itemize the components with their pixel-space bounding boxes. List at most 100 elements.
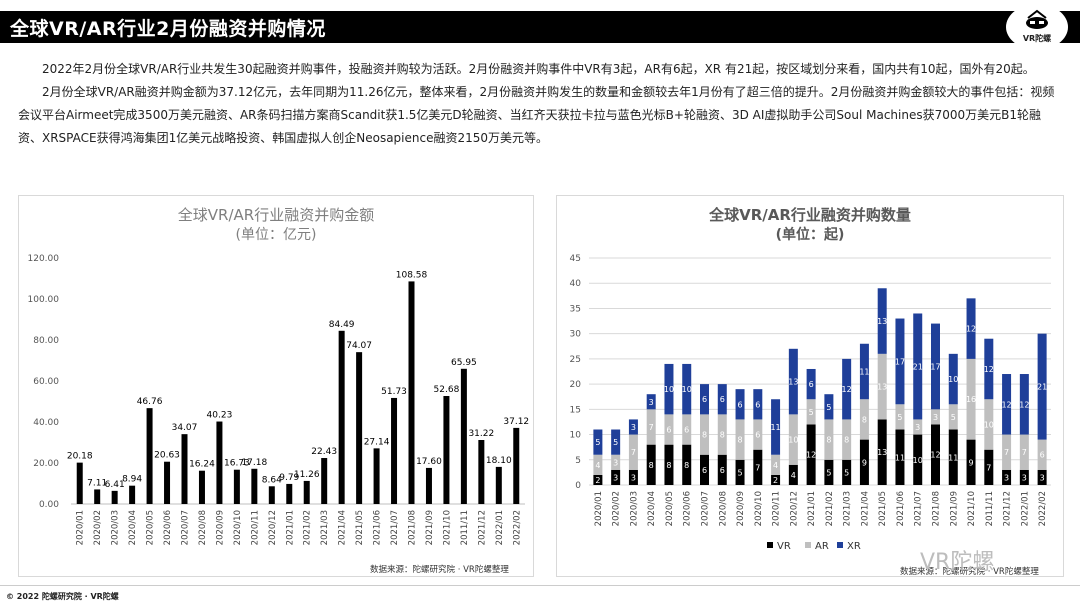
x-tick-label: 2020/05 <box>665 491 675 526</box>
bar-segment-xr <box>1037 333 1047 440</box>
bar-segment-xr <box>948 353 958 405</box>
x-tick-label: 2020/11 <box>772 491 782 526</box>
data-label: 34.07 <box>172 423 198 433</box>
bar-segment-vr <box>859 439 869 485</box>
data-label: 8.64 <box>262 475 282 485</box>
bar-segment-vr <box>611 469 621 485</box>
data-label: 3 <box>1022 473 1027 482</box>
bar <box>181 434 188 504</box>
data-label: 9.79 <box>279 473 299 483</box>
y-tick-label: 60.00 <box>33 377 59 387</box>
y-tick-label: 80.00 <box>33 336 59 346</box>
data-label: 6 <box>720 395 725 404</box>
bar-segment-xr <box>877 288 887 354</box>
data-label: 12 <box>966 325 976 334</box>
bar-segment-vr <box>664 444 674 485</box>
bar-segment-ar <box>984 399 994 450</box>
x-tick-label: 2021/12 <box>1003 491 1013 526</box>
data-label: 2 <box>595 476 600 485</box>
bar <box>111 490 118 504</box>
data-label: 13 <box>877 317 887 326</box>
data-label: 4 <box>595 461 600 470</box>
bar-segment-xr <box>966 298 976 359</box>
data-label: 8 <box>702 431 707 440</box>
bar-segment-ar <box>913 419 923 435</box>
x-tick-label: 2020/04 <box>128 510 138 545</box>
data-label: 11 <box>770 423 780 432</box>
bar-segment-ar <box>1019 434 1029 470</box>
y-tick-label: 0 <box>575 481 581 491</box>
bar-segment-vr <box>806 424 816 485</box>
y-tick-label: 45 <box>570 254 581 264</box>
bar-segment-vr <box>735 459 745 485</box>
bar-segment-vr <box>1019 469 1029 485</box>
bar <box>373 448 380 504</box>
bar-segment-ar <box>700 414 709 455</box>
data-label: 17 <box>930 362 940 371</box>
x-tick-label: 2021/08 <box>408 510 418 545</box>
bar <box>286 483 293 504</box>
x-tick-label: 2021/03 <box>843 491 853 526</box>
data-label: 5 <box>613 438 618 447</box>
data-label: 6 <box>702 466 707 475</box>
bar-segment-vr <box>646 444 656 485</box>
bar <box>129 485 136 504</box>
data-label: 3 <box>631 473 636 482</box>
bar-segment-vr <box>877 419 887 485</box>
bar-segment-xr <box>788 348 798 415</box>
data-label: 8 <box>649 461 654 470</box>
data-label: 5 <box>809 408 814 417</box>
footer: © 2022 陀螺研究院 · VR陀螺 <box>0 585 1080 609</box>
bar-segment-xr <box>717 384 727 415</box>
bar-segment-ar <box>806 399 816 425</box>
data-label: 2 <box>773 476 778 485</box>
bar-segment-xr <box>646 394 656 410</box>
bar-segment-vr <box>913 434 923 485</box>
bar <box>513 427 520 504</box>
x-tick-label: 2021/02 <box>825 491 835 526</box>
y-tick-label: 15 <box>570 405 581 415</box>
y-tick-label: 40 <box>570 279 582 289</box>
x-tick-label: 2021/07 <box>914 491 924 526</box>
data-label: 6.41 <box>105 480 125 490</box>
bar <box>216 421 223 504</box>
y-tick-label: 20.00 <box>33 459 59 469</box>
data-label: 11.26 <box>294 470 320 480</box>
x-tick-label: 2022/02 <box>1038 491 1048 526</box>
bar <box>338 330 345 504</box>
data-label: 11 <box>859 368 869 377</box>
data-label: 17 <box>895 357 905 366</box>
data-label: 6 <box>702 395 707 404</box>
data-label: 4 <box>773 461 778 470</box>
bar-segment-vr <box>717 454 727 485</box>
data-label: 51.73 <box>381 387 407 397</box>
data-label: 3 <box>613 473 618 482</box>
data-label: 46.76 <box>137 397 163 407</box>
x-tick-label: 2020/01 <box>76 510 86 545</box>
data-label: 10 <box>664 385 674 394</box>
bar-segment-vr <box>593 474 603 485</box>
bar-segment-xr <box>824 394 834 420</box>
y-tick-label: 35 <box>570 304 581 314</box>
bar <box>408 281 415 504</box>
y-tick-label: 120.00 <box>28 254 60 264</box>
bar <box>321 458 328 504</box>
data-label: 7 <box>1022 448 1027 457</box>
data-label: 3 <box>915 423 920 432</box>
x-tick-label: 2021/05 <box>878 491 888 526</box>
bar-segment-ar <box>682 414 692 445</box>
data-label: 11 <box>895 453 905 462</box>
x-tick-label: 2020/03 <box>629 491 639 526</box>
data-label: 7.11 <box>87 478 107 488</box>
bar-segment-ar <box>771 454 781 475</box>
data-label: 8 <box>684 461 689 470</box>
x-tick-label: 2020/08 <box>718 491 728 526</box>
amount-chart: 全球VR/AR行业融资并购金额 (单位：亿元) 0.00 20.00 40.00 60.0… <box>28 206 530 545</box>
bar-segment-ar <box>842 419 852 460</box>
legend-swatch-vr <box>767 542 773 548</box>
bar <box>233 469 240 504</box>
x-tick-label: 2020/11 <box>250 510 260 545</box>
paragraph-2: 2月份全球VR/AR融资并购金额为37.12亿元，去年同期为11.26亿元，整体… <box>18 85 1055 145</box>
bar-segment-xr <box>628 419 638 435</box>
x-tick-label: 2020/10 <box>233 510 243 545</box>
